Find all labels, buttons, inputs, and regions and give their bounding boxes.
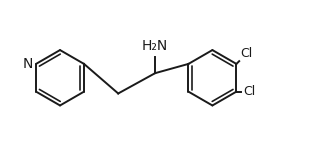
Text: N: N: [23, 57, 33, 71]
Text: H₂N: H₂N: [142, 39, 168, 53]
Text: Cl: Cl: [240, 47, 252, 60]
Text: Cl: Cl: [243, 85, 255, 98]
